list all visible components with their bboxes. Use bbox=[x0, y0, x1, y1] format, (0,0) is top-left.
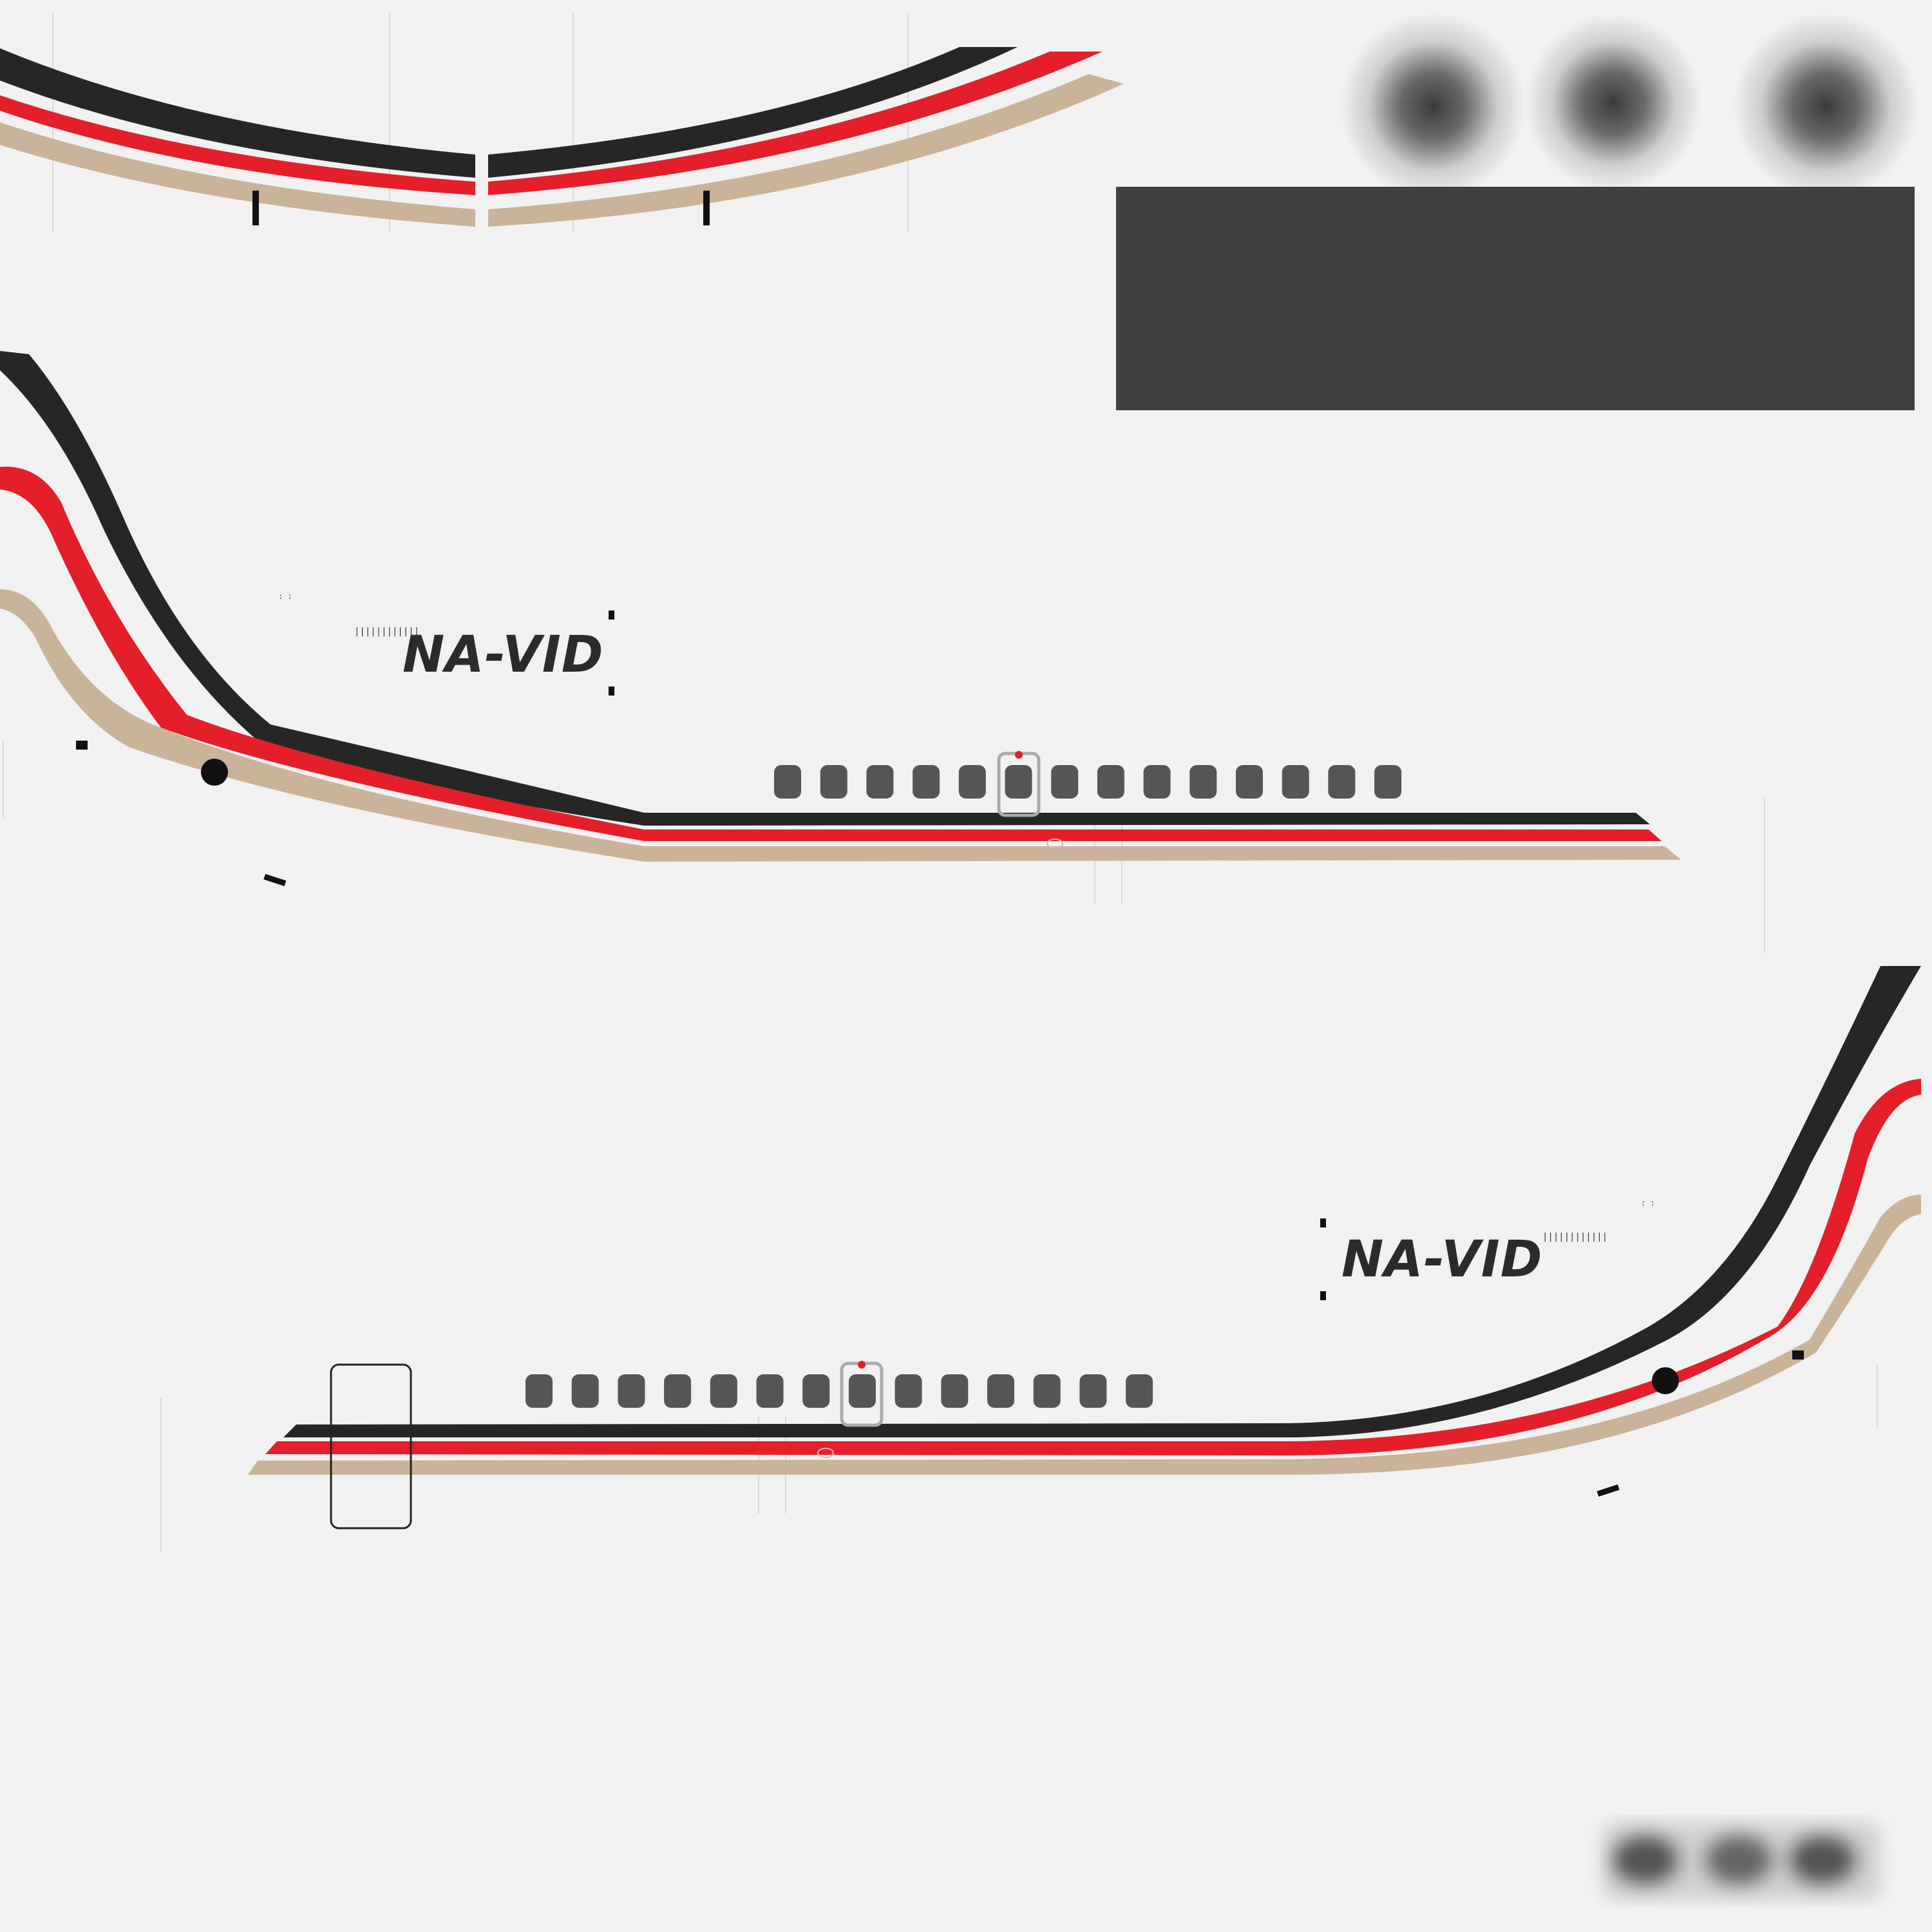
top-band-stripes bbox=[0, 47, 1124, 227]
right-window bbox=[571, 1374, 599, 1408]
engine-intake-3 bbox=[1732, 13, 1919, 200]
right-window bbox=[987, 1374, 1014, 1408]
engine-intakes bbox=[1340, 13, 1919, 200]
left-window bbox=[1051, 765, 1079, 799]
left-window bbox=[1143, 765, 1171, 799]
cargo-door-outline bbox=[330, 1363, 412, 1530]
svg-text:: :: : : bbox=[1641, 1198, 1655, 1208]
left-window bbox=[1236, 765, 1263, 799]
left-window bbox=[1282, 765, 1309, 799]
static-port-dot-right bbox=[1652, 1367, 1679, 1394]
right-window bbox=[848, 1374, 876, 1408]
left-window bbox=[1005, 765, 1032, 799]
engine-intake-1 bbox=[1340, 13, 1526, 200]
registration-right: NA-VID bbox=[1341, 1231, 1542, 1289]
left-window bbox=[913, 765, 940, 799]
left-window bbox=[1328, 765, 1356, 799]
svg-text:||||||||||||: |||||||||||| bbox=[1542, 1232, 1607, 1242]
right-window bbox=[895, 1374, 922, 1408]
dark-panel bbox=[1116, 187, 1915, 410]
left-window bbox=[1374, 765, 1402, 799]
left-window bbox=[1189, 765, 1217, 799]
registration-left: NA-VID bbox=[402, 626, 603, 684]
left-windows bbox=[774, 765, 1402, 799]
engine-intake-2 bbox=[1524, 14, 1702, 192]
right-window bbox=[664, 1374, 692, 1408]
right-window bbox=[802, 1374, 830, 1408]
right-window bbox=[1126, 1374, 1153, 1408]
blurred-patch bbox=[1604, 1823, 1880, 1900]
svg-text:||||||||||||: |||||||||||| bbox=[354, 627, 419, 637]
right-window bbox=[710, 1374, 737, 1408]
left-window bbox=[774, 765, 801, 799]
right-windows bbox=[526, 1374, 1153, 1408]
left-window bbox=[958, 765, 986, 799]
svg-text:: :: : : bbox=[278, 592, 292, 601]
right-window bbox=[526, 1374, 553, 1408]
left-window bbox=[1097, 765, 1124, 799]
right-window bbox=[1033, 1374, 1061, 1408]
left-window bbox=[866, 765, 894, 799]
static-port-dot bbox=[201, 759, 228, 786]
left-window bbox=[820, 765, 848, 799]
right-fuselage: |||||||||||| : : NA-VID bbox=[248, 966, 1921, 1530]
left-fuselage: |||||||||||| : : NA-VID bbox=[0, 351, 1681, 887]
right-window bbox=[618, 1374, 645, 1408]
right-window bbox=[1079, 1374, 1107, 1408]
right-window bbox=[941, 1374, 969, 1408]
right-window bbox=[756, 1374, 784, 1408]
